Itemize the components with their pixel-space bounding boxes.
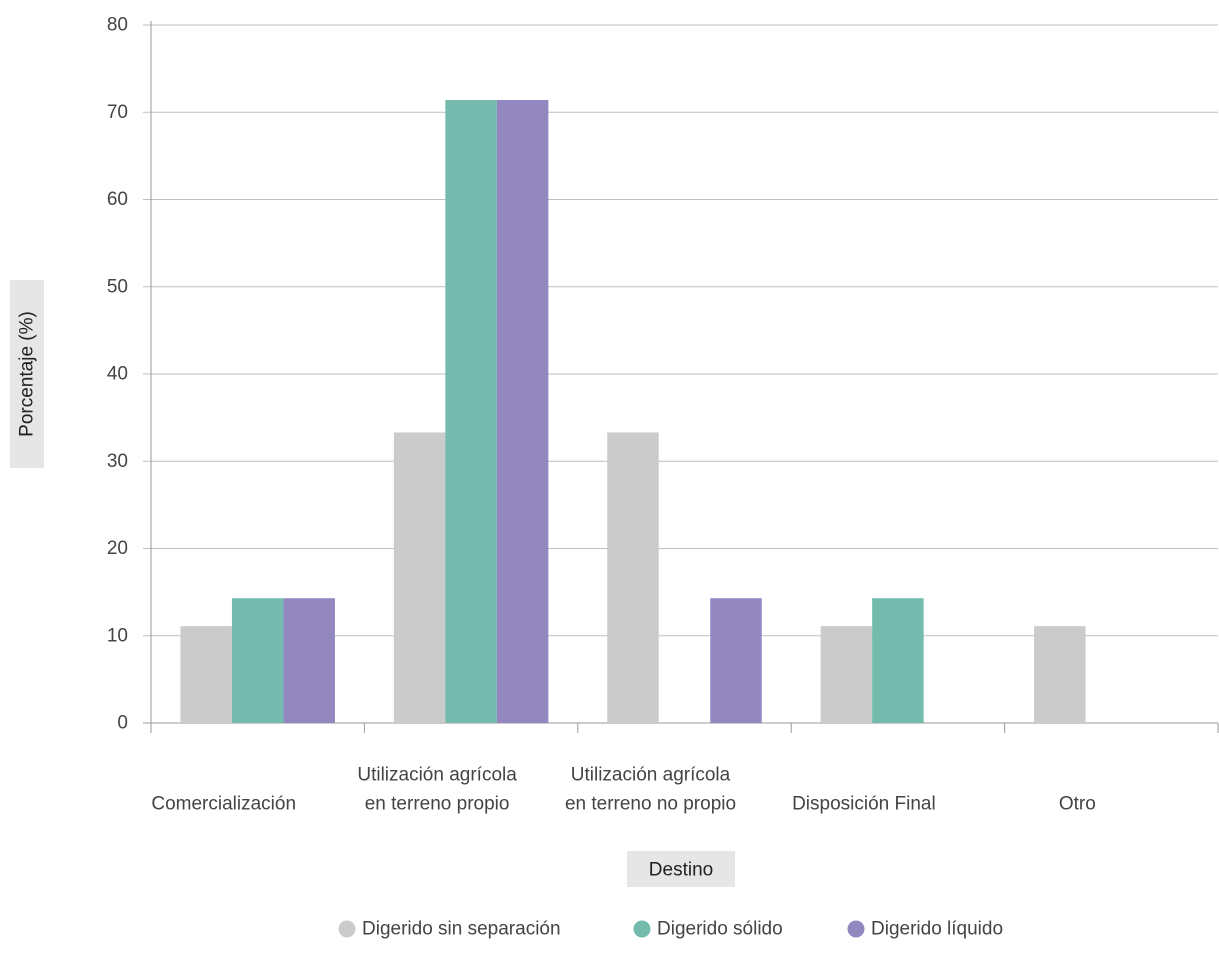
- legend-marker: [847, 920, 865, 938]
- y-axis-title: Porcentaje (%): [10, 280, 44, 468]
- bars: [180, 100, 1086, 723]
- bar: [180, 626, 232, 723]
- y-tick-label: 80: [107, 15, 128, 36]
- bar: [283, 598, 335, 723]
- bar: [820, 626, 873, 723]
- bar: [710, 598, 762, 723]
- category-labels: Comercialización Utilización agrícola en t…: [151, 765, 1095, 815]
- y-tick-label: 40: [107, 364, 128, 385]
- legend-label: Digerido sin separación: [362, 919, 561, 940]
- x-category-label: Disposición Final: [792, 794, 936, 815]
- legend: Digerido sin separación Digerido sólido Di…: [338, 919, 1003, 940]
- y-axis-title-text: Porcentaje (%): [17, 311, 38, 437]
- legend-label: Digerido sólido: [657, 919, 783, 940]
- legend-marker: [633, 920, 651, 938]
- legend-marker: [338, 920, 356, 938]
- x-category-label: Utilización agrícola: [571, 765, 731, 786]
- legend-label: Digerido líquido: [871, 919, 1003, 940]
- y-tick-label: 20: [107, 538, 128, 559]
- y-tick-label: 0: [117, 713, 128, 734]
- x-category-label: en terreno no propio: [565, 794, 736, 815]
- x-axis-title-text: Destino: [649, 860, 713, 881]
- bar: [1034, 626, 1086, 723]
- y-tick-label: 50: [107, 276, 128, 297]
- bar: [445, 100, 497, 723]
- bar: [393, 432, 446, 723]
- y-axis-ticks: 0 10 20 30 40 50 60 70 80: [107, 15, 128, 734]
- bar: [231, 598, 284, 723]
- y-axis-title-bg: [10, 280, 44, 468]
- y-tick-label: 60: [107, 189, 128, 210]
- y-tick-label: 10: [107, 625, 128, 646]
- x-axis-title-bg: [627, 851, 735, 887]
- y-tick-label: 30: [107, 451, 128, 472]
- x-axis: [150, 21, 1219, 733]
- x-category-label: en terreno propio: [365, 794, 510, 815]
- bar: [872, 598, 924, 723]
- x-category-label: Otro: [1059, 794, 1096, 815]
- x-category-label: Comercialización: [151, 794, 296, 815]
- x-axis-title: Destino: [627, 851, 735, 887]
- x-category-label: Utilización agrícola: [357, 765, 517, 786]
- y-tick-label: 70: [107, 102, 128, 123]
- bar: [496, 100, 549, 723]
- bar: [607, 432, 659, 723]
